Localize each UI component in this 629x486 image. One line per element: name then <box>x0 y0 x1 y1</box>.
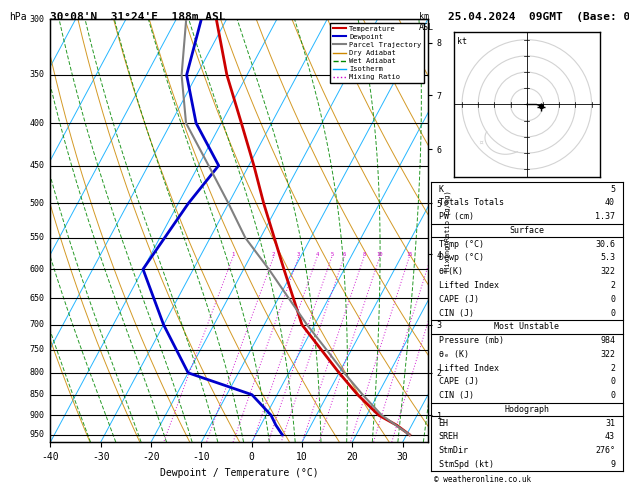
Text: 6: 6 <box>342 252 346 257</box>
Text: 2: 2 <box>610 281 615 290</box>
Text: 1.37: 1.37 <box>595 212 615 221</box>
Text: 500: 500 <box>30 199 45 208</box>
Text: θₑ(K): θₑ(K) <box>438 267 464 276</box>
Text: Pressure (mb): Pressure (mb) <box>438 336 504 345</box>
Text: Lifted Index: Lifted Index <box>438 364 499 373</box>
Y-axis label: Mixing Ratio (g/kg): Mixing Ratio (g/kg) <box>445 191 451 271</box>
Text: 40: 40 <box>605 198 615 208</box>
Text: 322: 322 <box>600 267 615 276</box>
Text: CAPE (J): CAPE (J) <box>438 295 479 304</box>
Text: 15: 15 <box>406 252 413 257</box>
Text: 650: 650 <box>30 294 45 302</box>
Text: 1: 1 <box>231 252 235 257</box>
Text: 900: 900 <box>30 411 45 420</box>
Text: ¤: ¤ <box>478 138 483 147</box>
Text: 0: 0 <box>610 295 615 304</box>
Text: 30°08'N  31°24'E  188m ASL: 30°08'N 31°24'E 188m ASL <box>50 12 226 22</box>
Text: 276°: 276° <box>595 446 615 455</box>
Text: Temp (°C): Temp (°C) <box>438 240 484 249</box>
Text: 450: 450 <box>30 161 45 170</box>
Text: 322: 322 <box>600 350 615 359</box>
Text: Dewp (°C): Dewp (°C) <box>438 254 484 262</box>
Text: 400: 400 <box>30 119 45 128</box>
Text: 30.6: 30.6 <box>595 240 615 249</box>
Text: kt: kt <box>457 37 467 47</box>
Text: 600: 600 <box>30 265 45 274</box>
Text: Surface: Surface <box>509 226 544 235</box>
X-axis label: Dewpoint / Temperature (°C): Dewpoint / Temperature (°C) <box>160 468 318 478</box>
Text: 2: 2 <box>272 252 275 257</box>
Text: 0: 0 <box>610 391 615 400</box>
Text: 950: 950 <box>30 430 45 439</box>
Text: 25.04.2024  09GMT  (Base: 06): 25.04.2024 09GMT (Base: 06) <box>448 12 629 22</box>
Legend: Temperature, Dewpoint, Parcel Trajectory, Dry Adiabat, Wet Adiabat, Isotherm, Mi: Temperature, Dewpoint, Parcel Trajectory… <box>330 23 424 83</box>
Text: 350: 350 <box>30 70 45 80</box>
Text: Totals Totals: Totals Totals <box>438 198 504 208</box>
Text: 2: 2 <box>610 364 615 373</box>
Text: 5: 5 <box>330 252 333 257</box>
Text: PW (cm): PW (cm) <box>438 212 474 221</box>
Text: 0: 0 <box>610 378 615 386</box>
Text: CIN (J): CIN (J) <box>438 309 474 317</box>
Text: 5: 5 <box>610 185 615 193</box>
Text: 750: 750 <box>30 345 45 354</box>
Text: 8: 8 <box>362 252 365 257</box>
Text: 5.3: 5.3 <box>600 254 615 262</box>
Point <box>537 102 547 110</box>
Text: EH: EH <box>438 419 448 428</box>
Text: StmSpd (kt): StmSpd (kt) <box>438 460 494 469</box>
Text: 0: 0 <box>610 309 615 317</box>
Text: StmDir: StmDir <box>438 446 469 455</box>
Text: 31: 31 <box>605 419 615 428</box>
Text: 3: 3 <box>297 252 300 257</box>
Text: 984: 984 <box>600 336 615 345</box>
Text: 850: 850 <box>30 390 45 399</box>
Text: K: K <box>438 185 443 193</box>
Text: km
ASL: km ASL <box>419 12 434 32</box>
Text: Hodograph: Hodograph <box>504 405 549 414</box>
Text: hPa: hPa <box>9 12 27 22</box>
Text: 300: 300 <box>30 15 45 24</box>
Text: Lifted Index: Lifted Index <box>438 281 499 290</box>
Text: 700: 700 <box>30 320 45 329</box>
Text: 4: 4 <box>316 252 319 257</box>
Text: 9: 9 <box>610 460 615 469</box>
Text: CAPE (J): CAPE (J) <box>438 378 479 386</box>
Text: © weatheronline.co.uk: © weatheronline.co.uk <box>434 474 531 484</box>
Text: θₑ (K): θₑ (K) <box>438 350 469 359</box>
Text: 10: 10 <box>376 252 383 257</box>
Text: CIN (J): CIN (J) <box>438 391 474 400</box>
Text: 43: 43 <box>605 433 615 441</box>
Text: SREH: SREH <box>438 433 459 441</box>
Text: 800: 800 <box>30 368 45 377</box>
Text: 550: 550 <box>30 233 45 243</box>
Text: Most Unstable: Most Unstable <box>494 322 559 331</box>
